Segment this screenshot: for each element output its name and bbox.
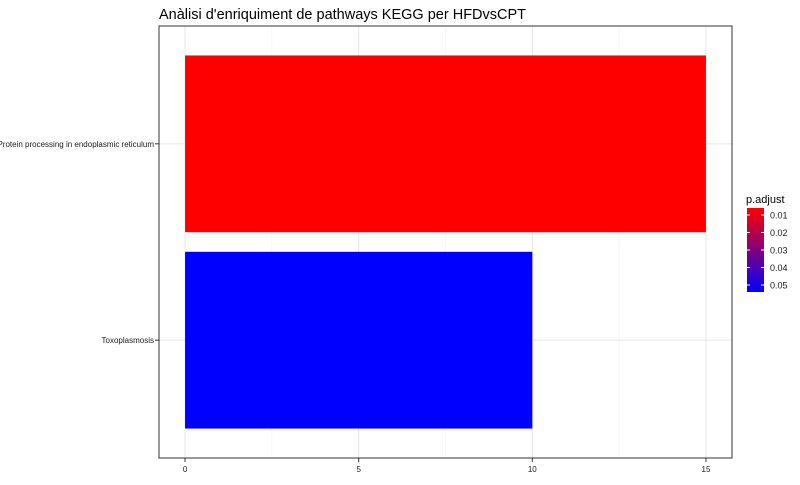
legend-tick-label: 0.01 [770, 211, 788, 221]
chart-title: Anàlisi d'enriquiment de pathways KEGG p… [159, 7, 526, 23]
bar [185, 55, 706, 233]
legend-tick-label: 0.03 [770, 246, 788, 256]
bar [185, 251, 533, 429]
x-tick-label: 10 [528, 465, 537, 474]
legend-title: p.adjust [746, 194, 785, 206]
plot-border [158, 25, 733, 459]
y-tick-label: Protein processing in endoplasmic reticu… [0, 140, 154, 149]
legend-colorbar [747, 208, 764, 292]
x-tick-label: 0 [183, 465, 188, 474]
x-tick-label: 5 [356, 465, 361, 474]
x-tick-label: 15 [702, 465, 711, 474]
legend-tick-label: 0.02 [770, 228, 788, 238]
legend-tick-label: 0.04 [770, 263, 788, 273]
legend-tick-label: 0.05 [770, 281, 788, 291]
y-tick-label: Toxoplasmosis [102, 336, 154, 345]
